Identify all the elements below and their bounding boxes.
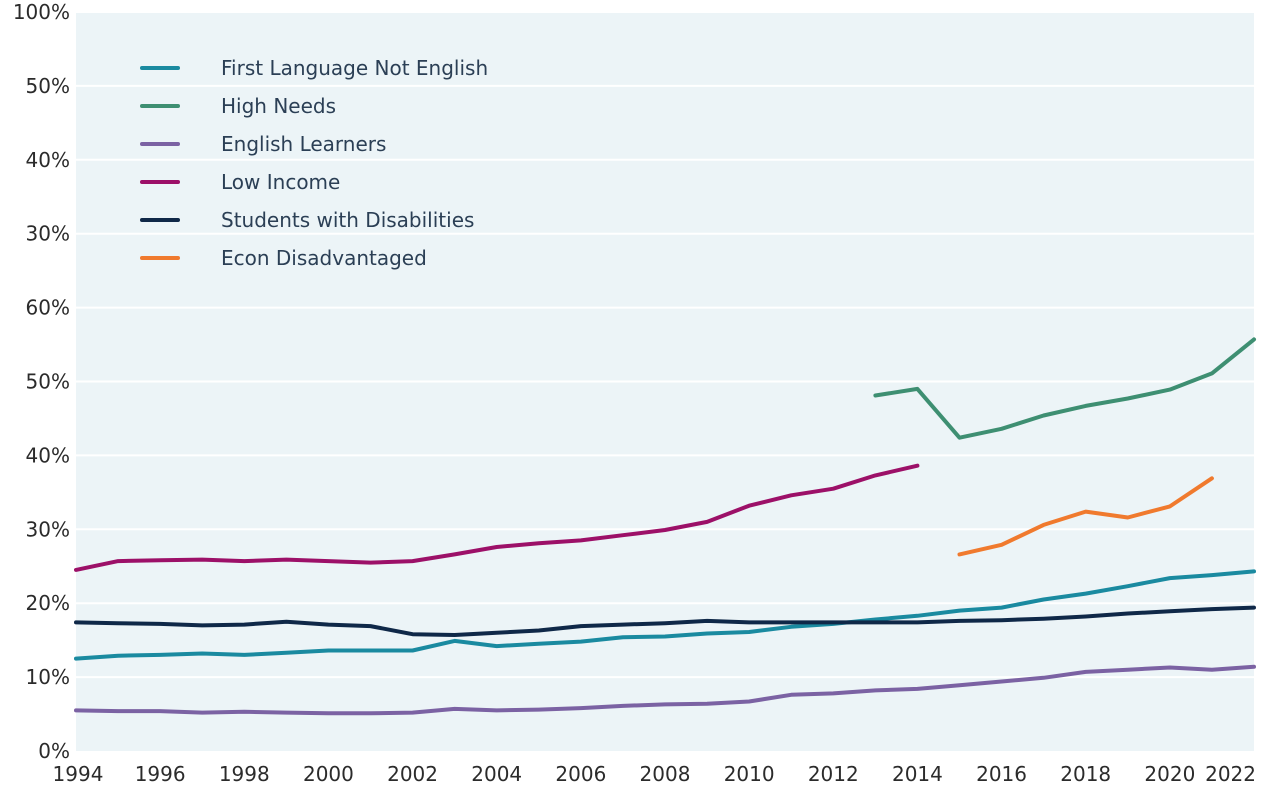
legend-label: English Learners: [221, 132, 386, 156]
x-tick-label: 2018: [1060, 762, 1111, 786]
x-axis-ticks: 1994 1996 1998 2000 2002 2004 2006 2008 2010 2012…: [53, 762, 1256, 786]
x-tick-label: 1996: [135, 762, 186, 786]
x-tick-label: 2010: [724, 762, 775, 786]
y-tick-label: 50%: [26, 74, 70, 98]
x-tick-label: 2012: [808, 762, 859, 786]
y-tick-label: 30%: [26, 517, 70, 541]
x-tick-label: 2022: [1205, 762, 1256, 786]
series-line-3: [74, 463, 920, 572]
series-line-0: [74, 569, 1256, 661]
series-line-1: [873, 337, 1256, 440]
x-tick-label: 2004: [471, 762, 522, 786]
series-line-2: [74, 664, 1256, 716]
series-line-5: [957, 476, 1214, 557]
y-tick-label: 30%: [26, 222, 70, 246]
y-tick-label: 60%: [26, 296, 70, 320]
legend-label: High Needs: [221, 94, 336, 118]
x-tick-label: 1994: [53, 762, 104, 786]
x-tick-label: 2008: [640, 762, 691, 786]
legend-label: First Language Not English: [221, 56, 488, 80]
legend-label: Students with Disabilities: [221, 208, 474, 232]
x-tick-label: 2000: [303, 762, 354, 786]
y-tick-label: 20%: [26, 591, 70, 615]
y-tick-label: 50%: [26, 370, 70, 394]
legend: First Language Not English High Needs Engl…: [140, 56, 488, 270]
y-tick-label: 40%: [26, 443, 70, 467]
legend-label: Low Income: [221, 170, 340, 194]
x-tick-label: 2014: [892, 762, 943, 786]
x-tick-label: 1998: [219, 762, 270, 786]
legend-label: Econ Disadvantaged: [221, 246, 427, 270]
x-tick-label: 2020: [1144, 762, 1195, 786]
y-tick-label: 40%: [26, 148, 70, 172]
series-lines: [74, 337, 1256, 716]
y-axis-ticks: 0% 10% 20% 30% 40% 50% 60% 30% 40% 50% 100%: [13, 0, 70, 763]
x-tick-label: 2016: [976, 762, 1027, 786]
x-tick-label: 2002: [387, 762, 438, 786]
series-line-4: [74, 605, 1256, 637]
y-tick-label: 0%: [38, 739, 70, 763]
y-tick-label: 10%: [26, 665, 70, 689]
x-tick-label: 2006: [555, 762, 606, 786]
y-tick-label: 100%: [13, 0, 70, 24]
